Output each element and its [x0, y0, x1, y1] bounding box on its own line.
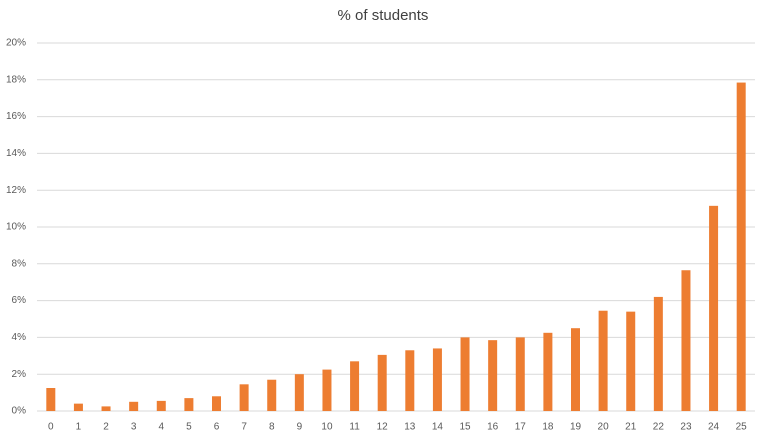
bar: [212, 396, 221, 411]
bar: [626, 311, 636, 411]
x-tick-label: 5: [186, 422, 192, 433]
x-tick-label: 16: [487, 422, 499, 433]
x-tick-label: 15: [459, 422, 471, 433]
bar: [515, 337, 525, 411]
bar: [432, 348, 442, 411]
bar: [267, 379, 277, 411]
y-tick-label: 14%: [6, 148, 26, 159]
x-tick-label: 25: [736, 422, 748, 433]
bar: [239, 384, 249, 411]
bar: [736, 82, 746, 411]
bar: [294, 374, 304, 411]
bar: [322, 369, 332, 411]
x-tick-label: 9: [297, 422, 303, 433]
x-tick-label: 10: [321, 422, 333, 433]
bar: [350, 361, 360, 411]
x-tick-label: 13: [404, 422, 416, 433]
x-tick-label: 6: [214, 422, 220, 433]
bar: [405, 350, 415, 411]
x-tick-label: 18: [542, 422, 554, 433]
x-tick-label: 7: [241, 422, 247, 433]
x-tick-label: 19: [570, 422, 582, 433]
bar: [184, 398, 194, 411]
y-tick-label: 8%: [12, 258, 27, 269]
bar: [709, 205, 719, 411]
x-tick-label: 23: [680, 422, 692, 433]
x-tick-label: 2: [103, 422, 109, 433]
x-tick-label: 8: [269, 422, 275, 433]
bar: [377, 354, 387, 411]
y-tick-label: 18%: [6, 74, 26, 85]
x-tick-label: 22: [653, 422, 665, 433]
bar: [156, 400, 166, 411]
bar: [598, 310, 608, 411]
bar: [681, 270, 691, 411]
x-tick-label: 11: [349, 422, 360, 433]
x-tick-label: 0: [48, 422, 54, 433]
bar: [46, 388, 56, 411]
y-tick-label: 4%: [12, 332, 27, 343]
x-tick-label: 17: [515, 422, 527, 433]
bar: [73, 403, 83, 411]
bar: [460, 337, 470, 411]
x-tick-label: 3: [131, 422, 137, 433]
bar: [101, 406, 111, 411]
y-tick-label: 20%: [6, 38, 26, 49]
y-tick-label: 0%: [12, 406, 27, 417]
x-tick-label: 1: [76, 422, 82, 433]
x-tick-label: 20: [598, 422, 610, 433]
y-tick-label: 2%: [12, 369, 27, 380]
chart-title: % of students: [338, 7, 429, 24]
bar: [129, 401, 139, 411]
y-tick-label: 12%: [6, 185, 26, 196]
y-tick-label: 16%: [6, 111, 26, 122]
x-tick-label: 4: [158, 422, 164, 433]
y-tick-label: 10%: [6, 222, 26, 233]
x-tick-label: 14: [432, 422, 444, 433]
bar: [488, 340, 498, 411]
bar: [543, 332, 553, 411]
bar: [571, 328, 580, 411]
x-tick-label: 24: [708, 422, 720, 433]
x-tick-label: 21: [625, 422, 637, 433]
bar: [653, 296, 663, 411]
y-tick-label: 6%: [12, 295, 27, 306]
x-tick-label: 12: [377, 422, 389, 433]
